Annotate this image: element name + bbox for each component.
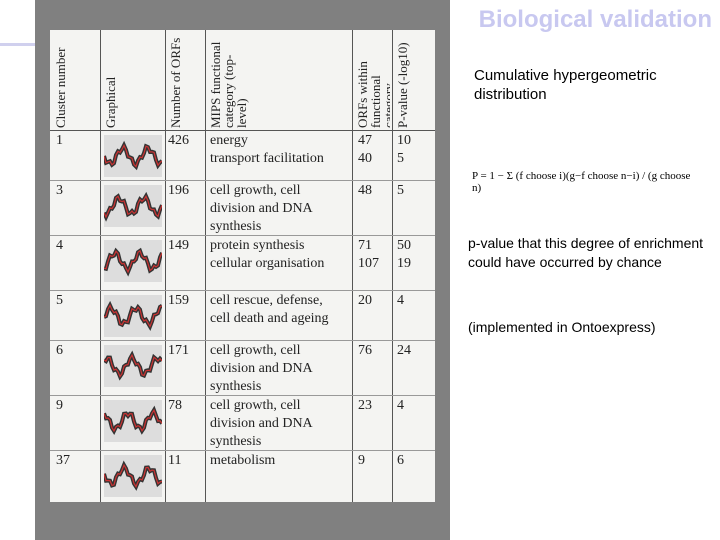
profile-plot xyxy=(104,455,162,497)
cell-text: division and DNA xyxy=(210,361,313,376)
cluster-number: 5 xyxy=(56,293,63,308)
row-rule xyxy=(50,395,435,396)
cell-text: 426 xyxy=(168,133,189,148)
cell-text: 10 xyxy=(397,133,411,148)
cell-text: 5 xyxy=(397,151,404,166)
column-header: Number of ORFs xyxy=(169,37,183,128)
cell-text: transport facilitation xyxy=(210,151,324,166)
cell-text: cell growth, cell xyxy=(210,183,301,198)
profile-plot xyxy=(104,345,162,387)
cell-text: 40 xyxy=(358,151,372,166)
row-rule xyxy=(50,450,435,451)
cell-text: 4 xyxy=(397,293,404,308)
formula-heading: Cumulative hypergeometric distribution xyxy=(474,67,657,103)
cell-text: 9 xyxy=(358,453,365,468)
cell-text: energy xyxy=(210,133,248,148)
column-rule xyxy=(392,30,393,502)
cluster-number: 37 xyxy=(56,453,70,468)
cell-text: 47 xyxy=(358,133,372,148)
row-rule xyxy=(50,180,435,181)
cell-text: cellular organisation xyxy=(210,256,325,271)
column-header: ORFs within functional category xyxy=(356,61,390,128)
profile-plot xyxy=(104,185,162,227)
cell-text: metabolism xyxy=(210,453,276,468)
cell-text: 76 xyxy=(358,343,372,358)
cell-text: 159 xyxy=(168,293,189,308)
cell-text: cell growth, cell xyxy=(210,343,301,358)
profile-plot xyxy=(104,240,162,282)
cell-text: 20 xyxy=(358,293,372,308)
impl-note: (implemented in Ontoexpress) xyxy=(468,319,656,335)
cell-text: division and DNA xyxy=(210,416,313,431)
profile-plot xyxy=(104,400,162,442)
row-rule xyxy=(50,235,435,236)
cell-text: 4 xyxy=(397,398,404,413)
cell-text: 171 xyxy=(168,343,189,358)
cell-text: 24 xyxy=(397,343,411,358)
column-rule xyxy=(352,30,353,502)
column-rule xyxy=(100,30,101,502)
column-header: P-value (-log10) xyxy=(396,42,410,128)
cell-text: 149 xyxy=(168,238,189,253)
formula: P = 1 − Σ (f choose i)(g−f choose n−i) /… xyxy=(472,170,691,194)
cell-text: 5 xyxy=(397,183,404,198)
cell-text: 19 xyxy=(397,256,411,271)
cell-text: division and DNA xyxy=(210,201,313,216)
header-rule xyxy=(50,130,435,131)
column-header: MIPS functional category (top-level) xyxy=(209,41,249,128)
column-rule xyxy=(165,30,166,502)
cell-text: protein synthesis xyxy=(210,238,305,253)
cell-text: 78 xyxy=(168,398,182,413)
cell-text: cell rescue, defense, xyxy=(210,293,323,308)
cluster-number: 6 xyxy=(56,343,63,358)
cell-text: synthesis xyxy=(210,379,262,394)
profile-plot xyxy=(104,135,162,177)
cluster-number: 1 xyxy=(56,133,63,148)
cell-text: 196 xyxy=(168,183,189,198)
cell-text: cell growth, cell xyxy=(210,398,301,413)
cluster-number: 3 xyxy=(56,183,63,198)
cluster-number: 4 xyxy=(56,238,63,253)
cell-text: 48 xyxy=(358,183,372,198)
profile-plot xyxy=(104,295,162,337)
cell-text: 11 xyxy=(168,453,182,468)
row-rule xyxy=(50,290,435,291)
cluster-number: 9 xyxy=(56,398,63,413)
cell-text: synthesis xyxy=(210,434,262,449)
slide-title: Biological validation xyxy=(478,6,712,33)
cell-text: synthesis xyxy=(210,219,262,234)
cell-text: 71 xyxy=(358,238,372,253)
column-rule xyxy=(205,30,206,502)
table: Cluster number Graphical Number of ORFs MIP… xyxy=(50,30,435,502)
row-rule xyxy=(50,340,435,341)
column-header: Graphical xyxy=(104,76,118,128)
cell-text: 50 xyxy=(397,238,411,253)
cell-text: 6 xyxy=(397,453,404,468)
column-header: Cluster number xyxy=(54,47,68,128)
cell-text: cell death and ageing xyxy=(210,311,329,326)
cell-text: 23 xyxy=(358,398,372,413)
pvalue-note: p-value that this degree of enrichment c… xyxy=(468,235,704,270)
cell-text: 107 xyxy=(358,256,379,271)
